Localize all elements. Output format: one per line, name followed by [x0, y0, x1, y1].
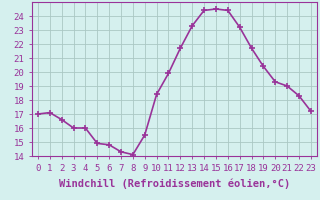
X-axis label: Windchill (Refroidissement éolien,°C): Windchill (Refroidissement éolien,°C): [59, 178, 290, 189]
